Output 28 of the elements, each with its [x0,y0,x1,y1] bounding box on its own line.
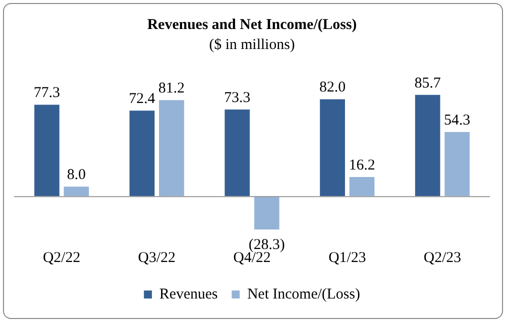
bar [64,186,89,196]
data-label: 54.3 [444,112,470,128]
data-label: 85.7 [414,75,442,92]
bar [130,110,155,196]
data-label: (28.3) [248,236,285,253]
data-label: 73.3 [224,90,250,106]
x-tick-label: Q2/23 [424,250,462,266]
bar [415,94,440,196]
bar [34,104,60,196]
data-label: 16.2 [348,157,376,174]
data-label: 81.2 [158,80,185,97]
data-label: 72.4 [128,91,156,108]
data-label: 82.0 [319,80,346,96]
chart-title: Revenues and Net Income/(Loss) [147,16,357,33]
legend-label: Revenues [159,286,218,302]
bar [254,196,280,230]
chart-subtitle: ($ in millions) [209,36,295,53]
bar [444,132,470,196]
x-tick-label: Q2/22 [42,250,80,266]
x-tick-label: Q3/22 [138,250,176,266]
legend-label: Net Income/(Loss) [247,286,360,302]
data-label: 8.0 [66,167,86,184]
bar [159,100,184,196]
bar [349,176,374,196]
bar [224,110,250,196]
data-label: 77.3 [34,85,60,102]
bar [320,99,345,196]
x-tick-label: Q1/23 [328,250,366,266]
